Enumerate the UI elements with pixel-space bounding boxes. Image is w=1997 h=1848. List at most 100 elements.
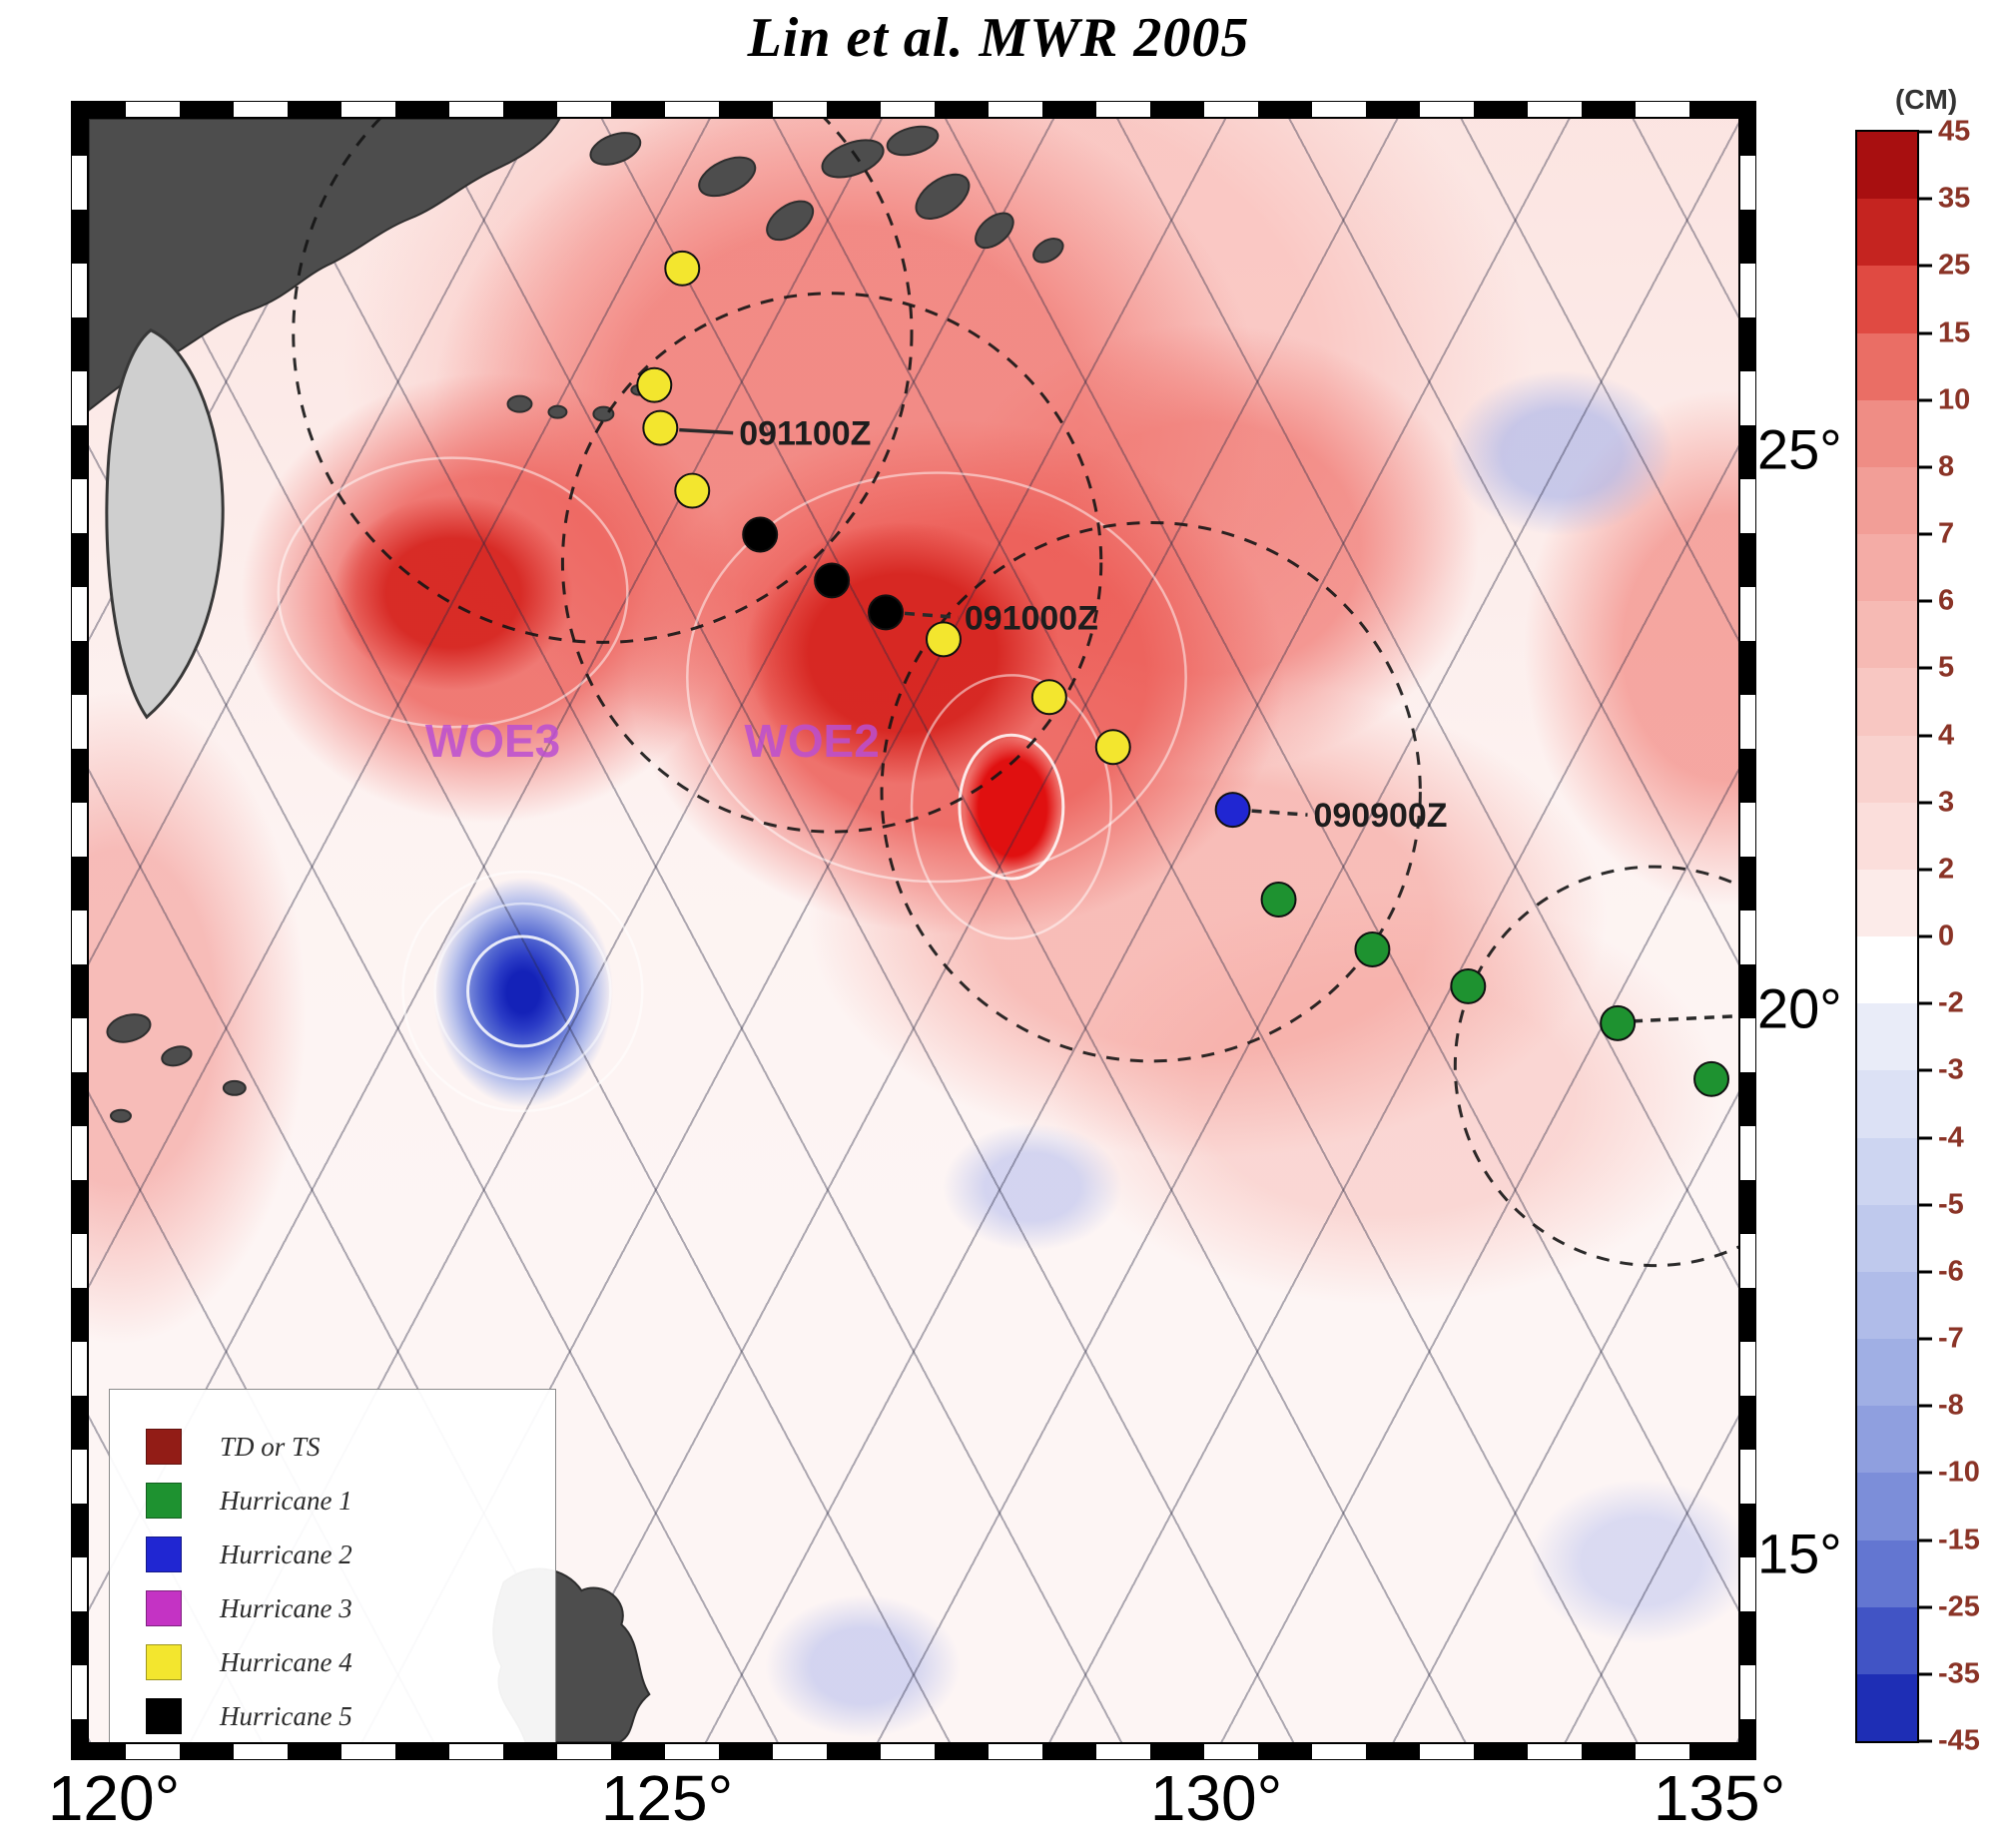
colorbar-tick-mark (1919, 1539, 1932, 1541)
colorbar-tick: -4 (1919, 1121, 1964, 1154)
legend-label: Hurricane 2 (220, 1539, 352, 1569)
colorbar-segment (1857, 132, 1917, 200)
colorbar-tick-label: 8 (1938, 450, 1955, 483)
legend-label: Hurricane 3 (220, 1592, 352, 1623)
colorbar-tick: -10 (1919, 1457, 1980, 1490)
colorbar-tick: 3 (1919, 786, 1954, 819)
colorbar-segment (1857, 1003, 1917, 1071)
colorbar-tick-label: -10 (1938, 1456, 1980, 1489)
colorbar-tick: 35 (1919, 183, 1970, 216)
legend-swatch (146, 1590, 182, 1626)
colorbar-tick-label: -3 (1938, 1053, 1964, 1086)
colorbar-tick: 4 (1919, 719, 1954, 752)
colorbar-segment (1857, 1271, 1917, 1340)
colorbar-tick-mark (1919, 1337, 1932, 1341)
colorbar-tick-mark (1919, 197, 1932, 201)
legend-item: Hurricane 3 (146, 1581, 555, 1635)
colorbar-tick-label: -15 (1938, 1524, 1980, 1555)
eddy-label: WOE2 (744, 715, 879, 767)
colorbar-tick-mark (1919, 1068, 1932, 1072)
colorbar-segment (1857, 936, 1917, 1004)
track-point (868, 594, 905, 631)
landmass-west-islands (106, 1013, 247, 1123)
legend-item: Hurricane 1 (146, 1474, 555, 1528)
colorbar-tick: -2 (1919, 987, 1964, 1020)
colorbar-segment (1857, 869, 1917, 937)
legend-label: Hurricane 5 (220, 1700, 352, 1731)
time-label: 090900Z (1314, 797, 1448, 835)
storm-range-circle (880, 521, 1422, 1063)
colorbar-tick-label: 3 (1938, 786, 1955, 819)
legend-item: Hurricane 4 (146, 1635, 555, 1689)
colorbar-tick: 25 (1919, 250, 1970, 283)
colorbar-tick-label: 7 (1938, 517, 1955, 550)
colorbar-tick: -5 (1919, 1188, 1964, 1221)
colorbar-tick: 6 (1919, 585, 1954, 618)
colorbar-tick-mark (1919, 1136, 1932, 1139)
track-point (1450, 967, 1487, 1004)
colorbar-segment (1857, 1204, 1917, 1272)
colorbar-tick-mark (1919, 264, 1932, 268)
colorbar-tick-label: -2 (1938, 986, 1964, 1019)
colorbar-ticks: 45 35 25 15 10 8 7 6 5 4 3 2 0 -2 -3 -4 -5 -6 -7 -8 -10 -15 -2… (1919, 116, 1997, 1757)
time-connector-line (679, 427, 734, 435)
colorbar-segment (1857, 199, 1917, 267)
colorbar-tick-label: 10 (1938, 383, 1971, 416)
colorbar-tick-mark (1919, 1203, 1932, 1207)
legend-swatch (146, 1537, 182, 1572)
eddy-label: WOE3 (425, 715, 560, 767)
figure-title: Lin et al. MWR 2005 (747, 7, 1250, 69)
ssha-map: 091100Z 091000Z 090900Z WOE3 WOE2 TD or TS Hu… (71, 101, 1756, 1760)
y-tick-label: 20° (1757, 976, 1842, 1040)
colorbar-tick-mark (1919, 1001, 1932, 1005)
colorbar-segment (1857, 668, 1917, 736)
track-point (674, 472, 711, 509)
colorbar-tick: -15 (1919, 1524, 1980, 1556)
colorbar-tick-label: -35 (1938, 1657, 1980, 1690)
landmass-taiwan (105, 327, 225, 720)
track-point (1693, 1060, 1729, 1097)
colorbar-tick: -6 (1919, 1255, 1964, 1288)
colorbar-tick-mark (1919, 734, 1932, 737)
track-point (1094, 729, 1131, 766)
colorbar-segment (1857, 266, 1917, 333)
colorbar-tick-mark (1919, 532, 1932, 536)
track-point (742, 516, 779, 553)
colorbar-segment (1857, 601, 1917, 669)
track-point (664, 250, 701, 287)
colorbar-tick: -25 (1919, 1590, 1980, 1623)
track-point (1600, 1004, 1637, 1041)
colorbar-tick: 7 (1919, 518, 1954, 551)
frame-tickband-bottom (71, 1743, 1756, 1760)
map-legend: TD or TS Hurricane 1 Hurricane 2 Hurricane … (109, 1389, 556, 1742)
colorbar-tick-mark (1919, 1404, 1932, 1408)
colorbar-tick-mark (1919, 398, 1932, 402)
colorbar-tick-mark (1919, 801, 1932, 805)
colorbar-tick: -35 (1919, 1657, 1980, 1690)
x-tick-label: 130° (1149, 1762, 1283, 1834)
track-point (1214, 792, 1251, 829)
frame-tickband-left (71, 101, 88, 1760)
legend-item: TD or TS (146, 1420, 555, 1474)
colorbar-tick: -8 (1919, 1390, 1964, 1423)
time-connector-line (1251, 809, 1308, 817)
track-point (636, 366, 673, 403)
legend-swatch (146, 1698, 182, 1734)
colorbar-tick-label: -8 (1938, 1389, 1964, 1422)
colorbar-tick-label: 25 (1938, 249, 1971, 282)
colorbar-tick-mark (1919, 1739, 1932, 1743)
colorbar-unit-label: (CM) (1895, 84, 1958, 115)
colorbar-segment (1857, 1137, 1917, 1205)
track-point (814, 562, 851, 599)
colorbar-segment (1857, 399, 1917, 467)
colorbar-tick-label: -4 (1938, 1121, 1964, 1153)
colorbar-tick: 0 (1919, 921, 1954, 953)
colorbar-tick-label: 0 (1938, 920, 1955, 952)
time-label: 091000Z (965, 599, 1098, 637)
storm-range-circle (292, 119, 914, 644)
colorbar-tick: 10 (1919, 383, 1970, 416)
track-point (1260, 882, 1297, 919)
colorbar-segment (1857, 1473, 1917, 1540)
colorbar-segment (1857, 1673, 1917, 1742)
